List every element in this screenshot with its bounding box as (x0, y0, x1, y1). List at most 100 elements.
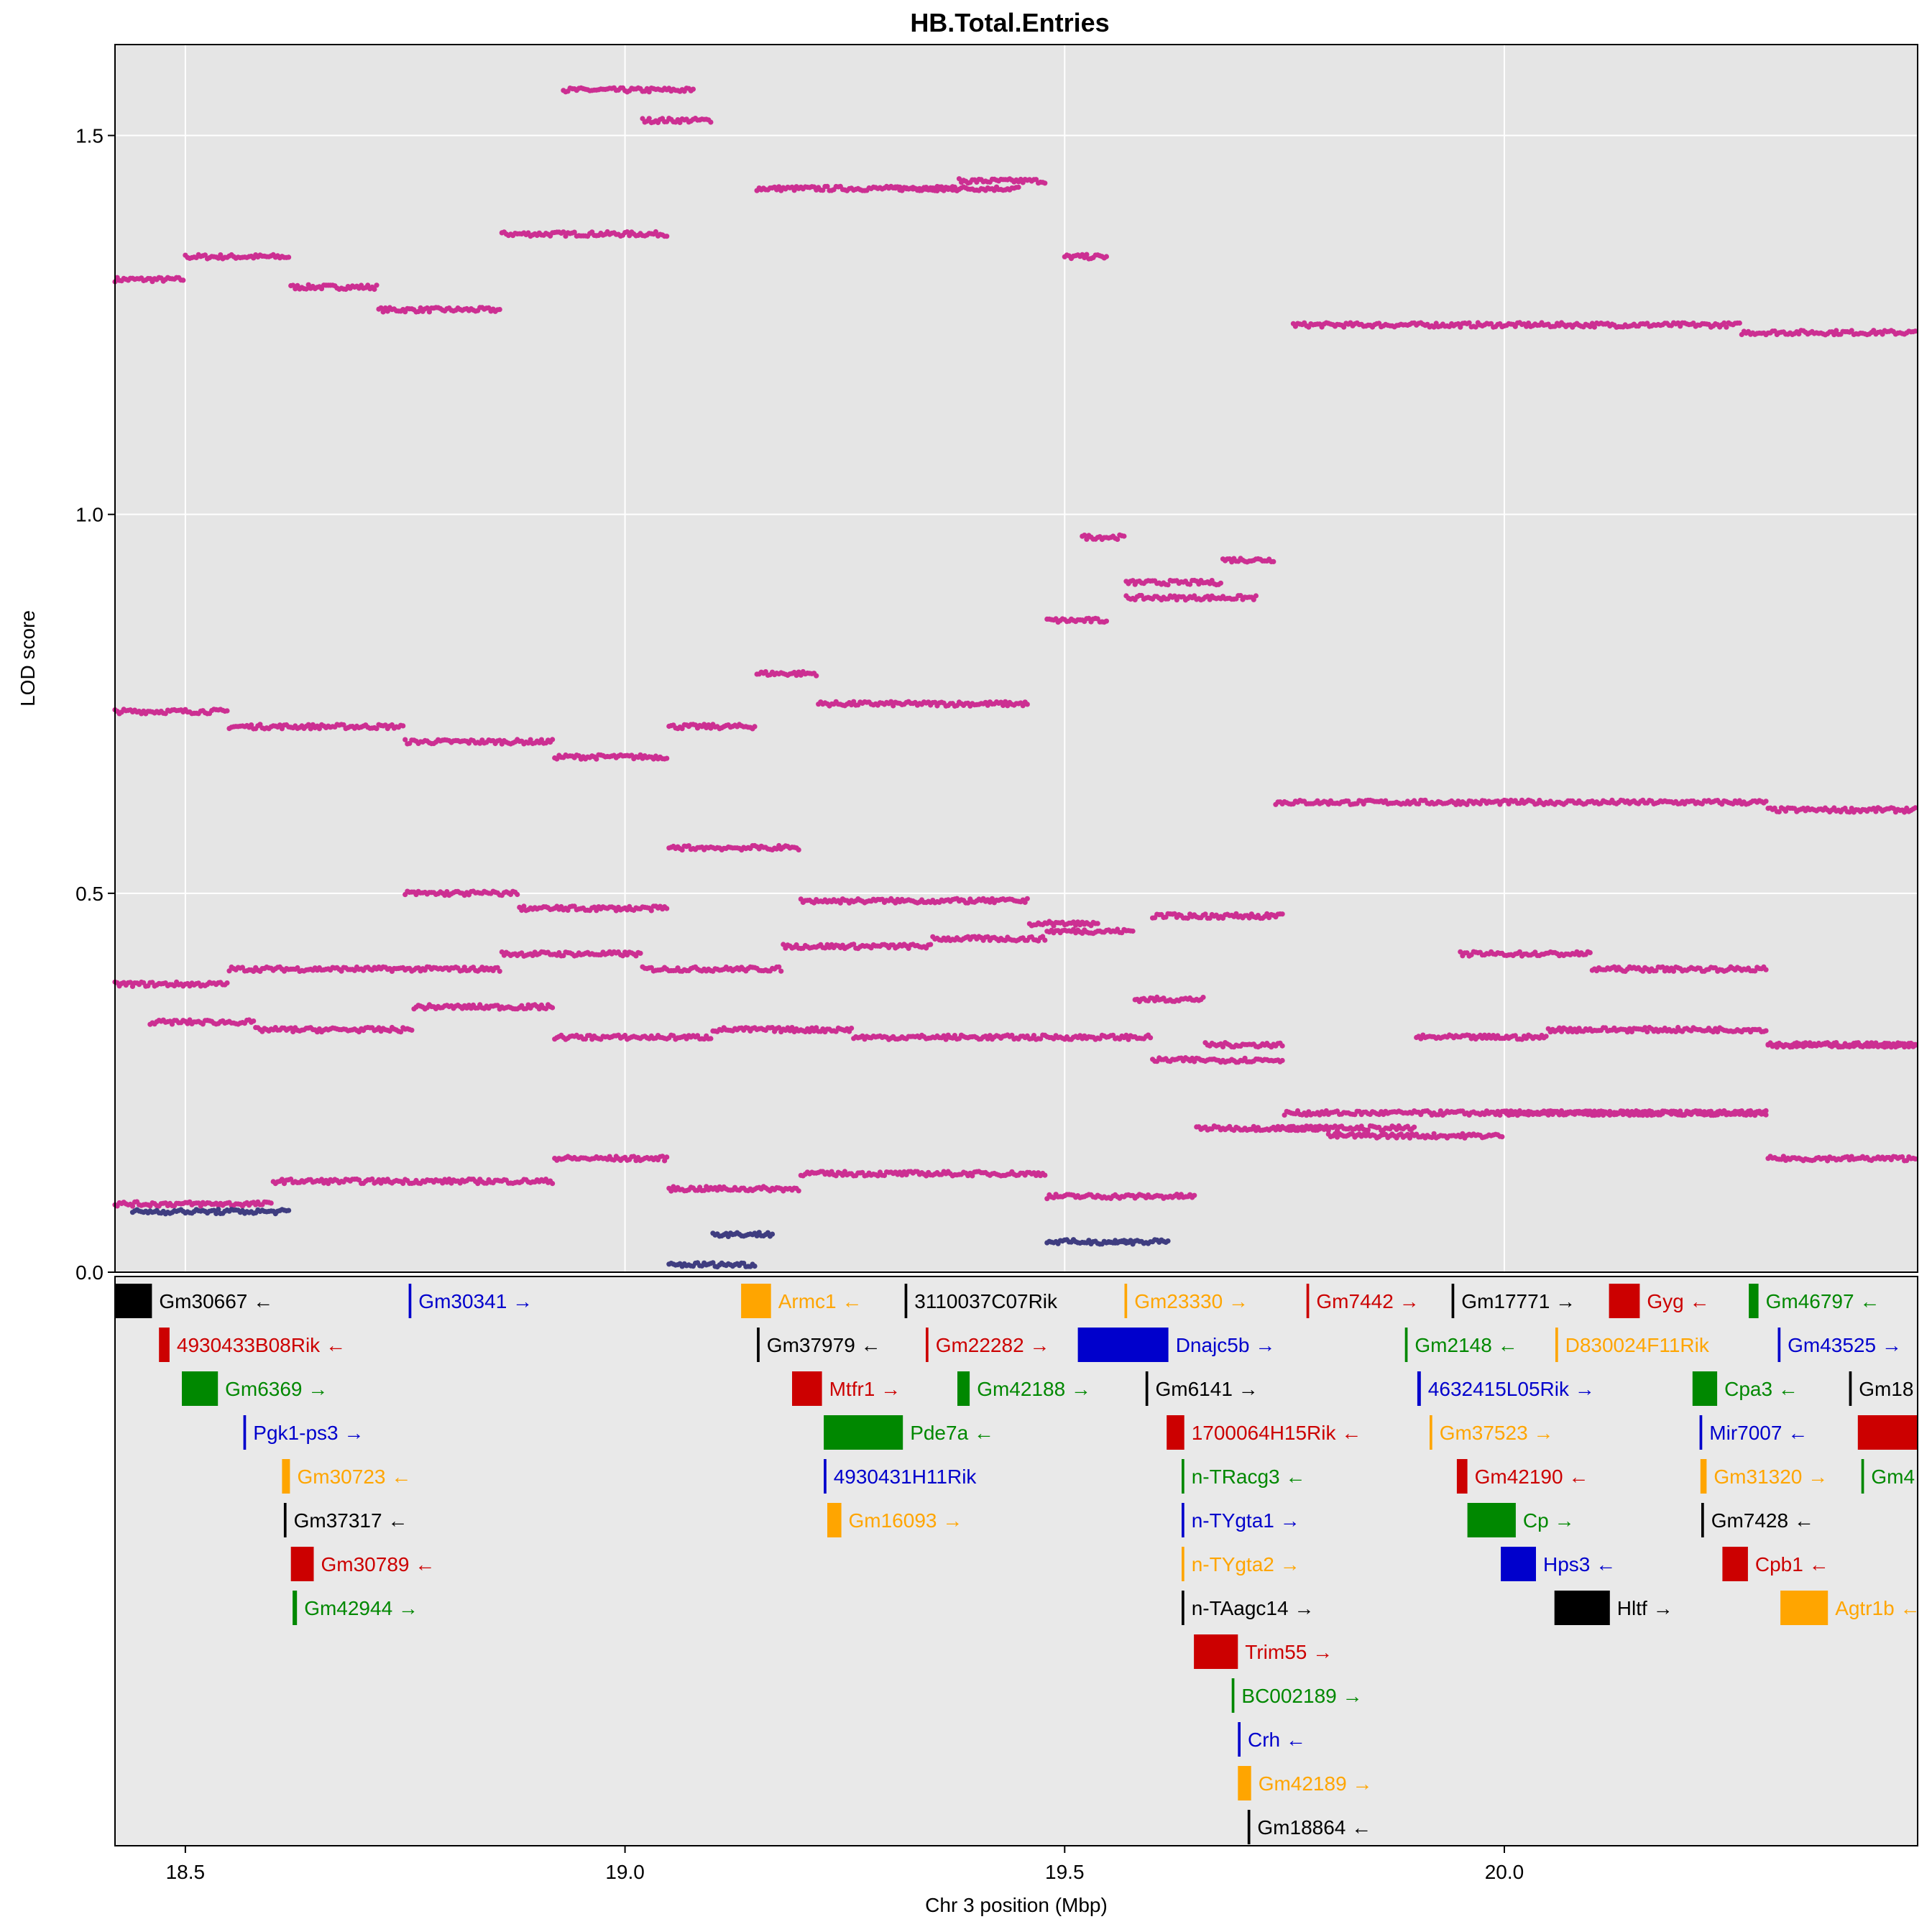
lod-point (1458, 949, 1463, 954)
lod-point (1264, 911, 1270, 916)
lod-point (1644, 1113, 1650, 1118)
gene-label: Gm30341 → (418, 1290, 533, 1312)
lod-point (631, 1154, 637, 1159)
lod-point (776, 964, 782, 970)
lod-point (1913, 805, 1918, 811)
lod-point (625, 229, 630, 235)
lod-point (1543, 1034, 1549, 1039)
lod-segment (402, 737, 556, 747)
lod-point (1246, 915, 1252, 921)
lod-point (1279, 1057, 1285, 1064)
lod-point (1003, 699, 1008, 704)
lod-point (249, 722, 254, 728)
lod-point (708, 1036, 714, 1041)
lod-point (1780, 1154, 1786, 1159)
lod-point (326, 1181, 331, 1187)
lod-point (776, 1025, 782, 1031)
lod-point (1044, 1196, 1050, 1202)
lod-point (424, 305, 430, 311)
lod-segment (552, 1154, 670, 1164)
lod-segment (1026, 919, 1100, 929)
lod-point (1042, 180, 1048, 186)
lod-point (1598, 1108, 1604, 1114)
lod-point (550, 737, 556, 742)
lod-point (664, 906, 670, 911)
lod-segment (129, 1207, 292, 1217)
lod-point (1172, 593, 1177, 599)
lod-point (446, 1176, 452, 1182)
gene-body (904, 1284, 908, 1318)
lod-segment (411, 1002, 556, 1012)
lod-point (497, 968, 502, 974)
lod-point (824, 183, 830, 189)
lod-point (989, 896, 995, 901)
lod-point (1902, 809, 1908, 815)
lod-point (1670, 968, 1677, 974)
lod-point (129, 1203, 136, 1209)
lod-segment (253, 1024, 415, 1035)
lod-point (550, 1005, 556, 1011)
lod-point (187, 1017, 193, 1023)
lod-point (769, 1231, 776, 1237)
lod-segment (710, 1025, 855, 1035)
lod-point (1825, 1158, 1831, 1164)
lod-segment (288, 282, 380, 293)
lod-segment (1105, 1237, 1171, 1246)
lod-segment (1132, 994, 1206, 1005)
lod-point (1834, 328, 1839, 334)
lod-point (550, 1181, 556, 1187)
lod-point (1763, 967, 1769, 972)
lod-point (1831, 332, 1837, 338)
lod-point (1084, 252, 1090, 257)
lod-segment (781, 942, 934, 952)
lod-segment (1026, 1032, 1154, 1042)
lod-point (1774, 1044, 1780, 1050)
gene-label: Armc1 ← (778, 1290, 862, 1312)
lod-segment (1044, 926, 1136, 937)
lod-segment (1220, 556, 1276, 565)
lod-segment (1765, 805, 1918, 815)
lod-point (702, 1187, 707, 1193)
gene-label: Gm30667 ← (159, 1290, 273, 1312)
lod-point (1763, 1108, 1769, 1113)
lod-segment (552, 1032, 714, 1042)
lod-point (1900, 1154, 1905, 1160)
lod-segment (1414, 1032, 1549, 1042)
lod-point (594, 756, 599, 762)
lod-point (1009, 1032, 1015, 1038)
lod-segment (112, 979, 230, 989)
gene: Armc1 ← (741, 1284, 862, 1318)
lod-point (1024, 896, 1030, 901)
lod-point (216, 1207, 221, 1213)
lod-point (372, 286, 377, 293)
gene: Gm7442 → (1306, 1284, 1420, 1318)
lod-point (1185, 915, 1191, 921)
lod-point (752, 1264, 758, 1269)
lod-point (965, 900, 971, 906)
lod-point (1591, 324, 1597, 330)
lod-point (1323, 1123, 1329, 1129)
lod-segment (666, 722, 758, 732)
gene-track: Gm30667 ← Gm30341 → Armc1 ← 3110037C07Rik Gm… (115, 1284, 1918, 1844)
lod-point (888, 699, 894, 704)
lod-segment (1282, 1108, 1435, 1118)
lod-point (796, 1188, 801, 1194)
lod-point (341, 722, 346, 728)
lod-point (1435, 1112, 1441, 1118)
lod-point (1084, 536, 1090, 542)
lod-point (305, 722, 311, 727)
lod-segment (561, 85, 696, 95)
lod-point (523, 1006, 529, 1011)
lod-point (769, 1025, 776, 1031)
lod-point (587, 1033, 593, 1039)
lod-point (837, 900, 843, 906)
lod-segment (1123, 577, 1223, 588)
lod-segment (886, 183, 1021, 193)
lod-point (1148, 1035, 1154, 1041)
lod-segment (499, 949, 643, 959)
lod-point (1846, 809, 1852, 815)
lod-point (369, 1176, 375, 1182)
lod-segment (666, 842, 801, 853)
lod-segment (1739, 328, 1918, 338)
